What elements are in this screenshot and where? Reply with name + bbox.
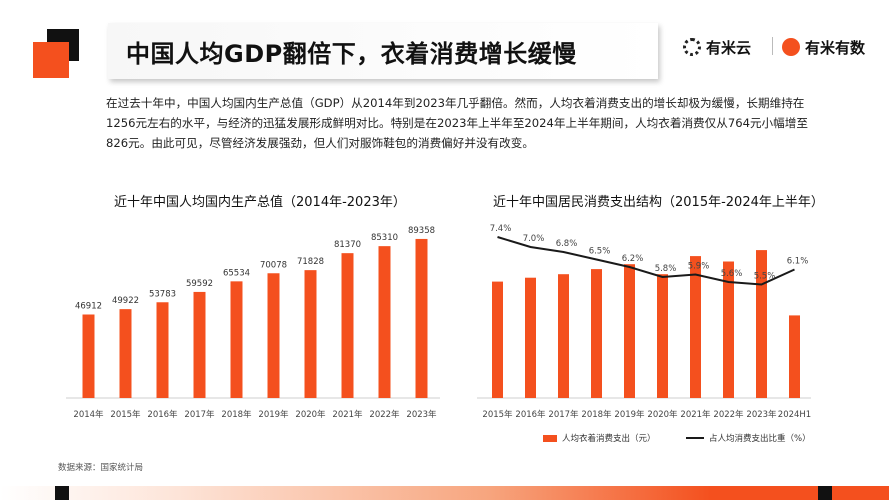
- share-value-label: 5.9%: [688, 262, 710, 272]
- gdp-value-label: 85310: [371, 233, 398, 243]
- youmiyun-logo-icon: [683, 38, 701, 56]
- legend-bar: 人均衣着消费支出（元）: [543, 432, 656, 444]
- x-tick-label: 2014年: [73, 409, 104, 420]
- bottom-gradient-bar: [0, 486, 889, 500]
- x-tick-label: 2022年: [713, 409, 744, 420]
- clothing-spend-bar: [789, 315, 800, 398]
- gdp-value-label: 81370: [334, 240, 361, 250]
- clothing-consumption-chart: 2015年 2016年 2017年 2018年 2019年 2020年 2021年 2022年…: [477, 224, 811, 420]
- title-banner: 中国人均GDP翻倍下，衣着消费增长缓慢: [108, 23, 658, 79]
- clothing-spend-bar: [591, 269, 602, 398]
- x-tick-label: 2015年: [110, 409, 141, 420]
- share-value-label: 5.8%: [655, 264, 677, 274]
- share-value-label: 6.2%: [622, 254, 644, 264]
- gdp-bar: [230, 281, 243, 398]
- clothing-spend-bar: [558, 274, 569, 398]
- gdp-bar: [378, 246, 391, 398]
- gdp-value-label: 49922: [112, 296, 139, 306]
- gdp-bar: [304, 270, 317, 398]
- gdp-value-label: 46912: [75, 301, 102, 311]
- intro-paragraph: 在过去十年中，中国人均国内生产总值（GDP）从2014年到2023年几乎翻倍。然…: [106, 96, 808, 150]
- youmiyoushu-logo-icon: [782, 38, 800, 56]
- gdp-bar: [341, 253, 354, 398]
- x-tick-label: 2018年: [221, 409, 252, 420]
- x-tick-label: 2023年: [746, 409, 777, 420]
- chart2-title: 近十年中国居民消费支出结构（2015年-2024年上半年）: [493, 195, 824, 210]
- share-value-label: 6.5%: [589, 247, 611, 257]
- legend-bar-swatch: [543, 434, 557, 442]
- page-title: 中国人均GDP翻倍下，衣着消费增长缓慢: [126, 40, 577, 68]
- clothing-spend-bar: [624, 264, 635, 398]
- clothing-spend-bar: [756, 250, 767, 398]
- gdp-value-label: 65534: [223, 268, 250, 278]
- brand2-label: 有米有数: [805, 38, 866, 57]
- gdp-value-label: 59592: [186, 279, 213, 289]
- legend-line-label: 占人均消费支出比重（%）: [709, 434, 811, 444]
- gdp-bar: [119, 309, 132, 398]
- x-tick-label: 2017年: [184, 409, 215, 420]
- bottom-right-square: [818, 486, 832, 500]
- brand-youmiyoushu: 有米有数: [782, 36, 865, 58]
- x-tick-label: 2022年: [369, 409, 400, 420]
- x-tick-label: 2019年: [614, 409, 645, 420]
- clothing-spend-bar: [657, 274, 668, 398]
- share-value-label: 6.1%: [787, 257, 809, 267]
- brand-divider: [772, 37, 773, 55]
- share-value-label: 7.0%: [523, 234, 545, 244]
- gdp-bar: [267, 273, 280, 398]
- gdp-bar: [82, 314, 95, 398]
- gdp-bar: [193, 291, 206, 398]
- clothing-spend-bar: [723, 261, 734, 398]
- x-tick-label: 2024H1: [778, 410, 811, 420]
- share-value-label: 5.6%: [721, 269, 743, 279]
- x-tick-label: 2020年: [295, 409, 326, 420]
- gdp-bar-chart: 46912 2014年 49922 2015年 53783 2016年 59592 2017年…: [66, 226, 440, 420]
- x-tick-label: 2023年: [406, 409, 437, 420]
- clothing-spend-bar: [525, 277, 536, 398]
- x-tick-label: 2019年: [258, 409, 289, 420]
- x-tick-label: 2016年: [147, 409, 178, 420]
- legend-bar-label: 人均衣着消费支出（元）: [562, 434, 656, 444]
- x-tick-label: 2017年: [548, 409, 579, 420]
- brand-youmiyun: 有米云: [683, 36, 751, 58]
- share-value-label: 7.4%: [490, 224, 512, 234]
- decor-orange-square: [33, 42, 69, 78]
- gdp-bar: [156, 302, 169, 398]
- clothing-spend-bar: [492, 281, 503, 398]
- x-tick-label: 2016年: [515, 409, 546, 420]
- x-tick-label: 2021年: [680, 409, 711, 420]
- x-tick-label: 2015年: [482, 409, 513, 420]
- x-tick-label: 2020年: [647, 409, 678, 420]
- legend-line-swatch: [686, 437, 704, 439]
- gdp-value-label: 53783: [149, 289, 176, 299]
- clothing-spend-bar: [690, 256, 701, 398]
- gdp-value-label: 70078: [260, 260, 287, 270]
- share-line: [497, 236, 795, 286]
- x-tick-label: 2018年: [581, 409, 612, 420]
- share-value-label: 5.5%: [754, 272, 776, 282]
- gdp-value-label: 71828: [297, 257, 324, 267]
- x-tick-label: 2021年: [332, 409, 363, 420]
- brand1-label: 有米云: [706, 38, 752, 57]
- gdp-value-label: 89358: [408, 226, 435, 236]
- data-source-note: 数据来源：国家统计局: [58, 463, 144, 473]
- gdp-bar: [415, 238, 428, 398]
- bottom-left-square: [55, 486, 69, 500]
- chart1-title: 近十年中国人均国内生产总值（2014年-2023年）: [114, 195, 406, 210]
- share-value-label: 6.8%: [556, 239, 578, 249]
- legend-line: 占人均消费支出比重（%）: [686, 432, 811, 444]
